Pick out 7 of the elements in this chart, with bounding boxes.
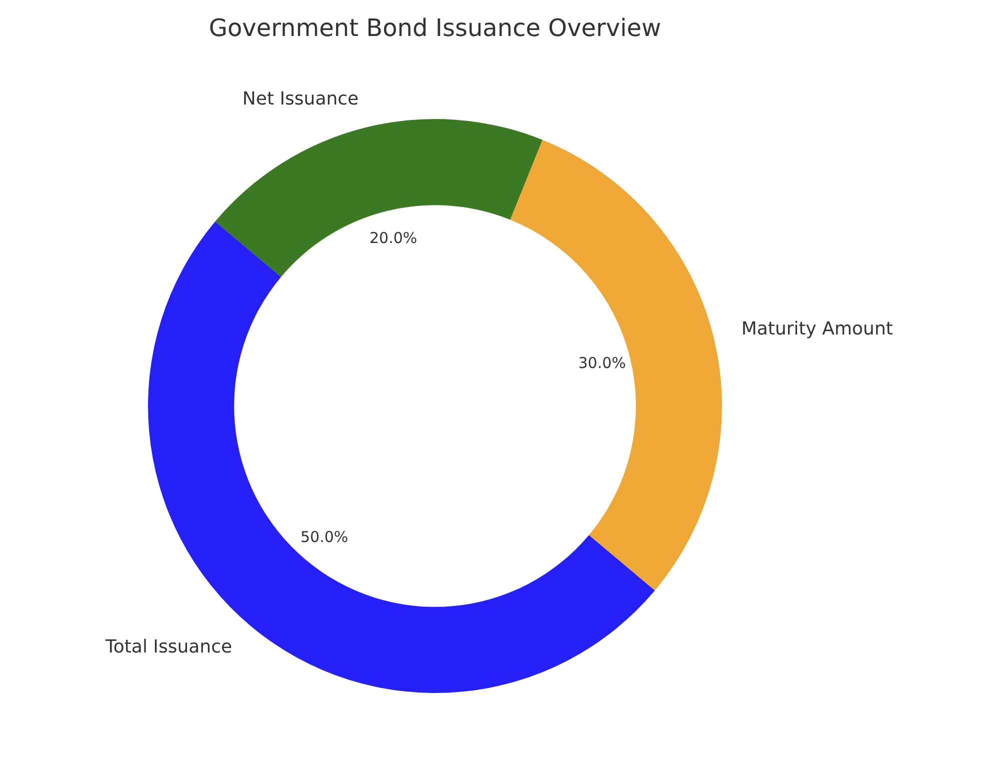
chart-title: Government Bond Issuance Overview	[208, 14, 662, 42]
slice-label: Total Issuance	[104, 636, 232, 658]
data-label: 50.0%	[300, 528, 348, 546]
slice-label: Net Issuance	[242, 88, 359, 110]
slice-label: Maturity Amount	[741, 318, 893, 340]
data-label: 20.0%	[370, 228, 418, 247]
data-label: 30.0%	[578, 354, 626, 372]
